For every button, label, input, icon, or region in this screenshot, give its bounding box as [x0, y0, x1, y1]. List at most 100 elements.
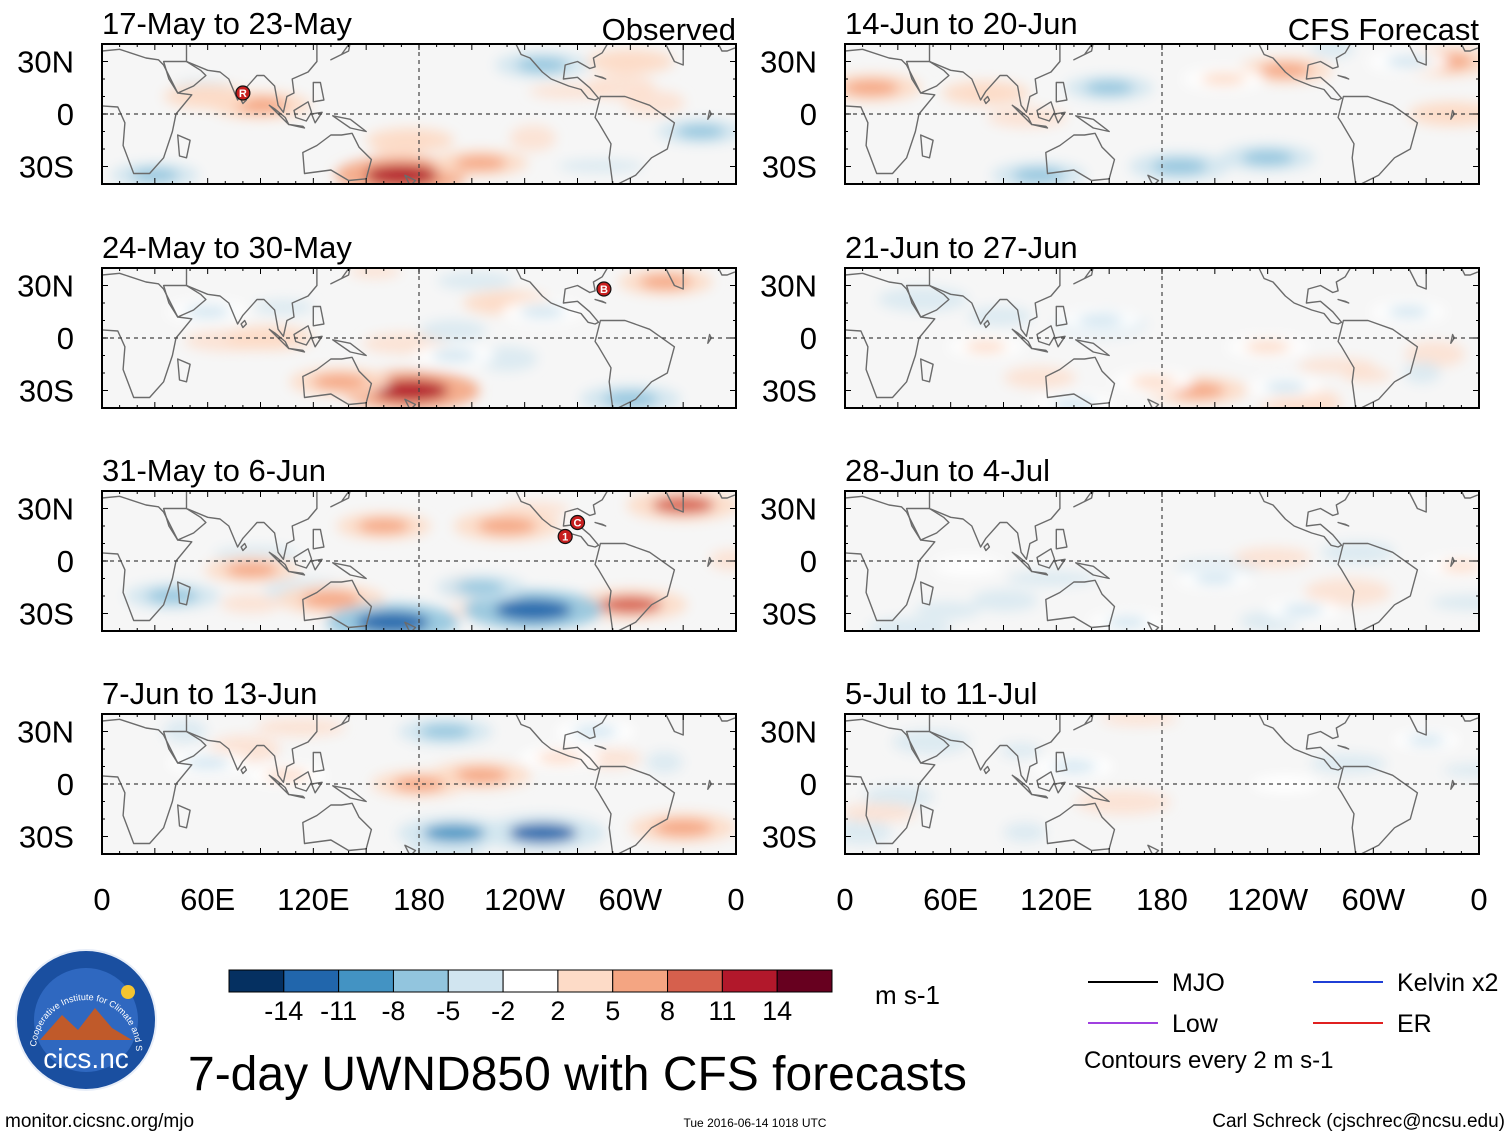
anomaly-core	[507, 823, 578, 843]
coastline	[293, 101, 313, 122]
colorbar-tick-label: -2	[491, 996, 515, 1026]
anomaly-speckle	[1000, 743, 1042, 759]
map-panel: 30N 0 30S 5-Jul to 11-Jul	[760, 676, 1480, 855]
anomaly-core	[676, 124, 725, 139]
anomaly-speckle	[1320, 541, 1396, 564]
y-tick-label: 0	[57, 767, 74, 802]
map-panel: 1C 30N 0 30S 31-May to 6-Jun	[17, 453, 737, 632]
footer-url: monitor.cicsnc.org/mjo	[5, 1111, 194, 1132]
anomaly-core	[602, 391, 659, 408]
coastline	[1055, 751, 1068, 773]
coastline	[594, 319, 676, 408]
anomaly-core	[1241, 150, 1294, 166]
colorbar-swatch	[721, 969, 778, 993]
anomaly-speckle	[1075, 789, 1171, 815]
y-tick-label: 30N	[760, 45, 817, 80]
coastline	[288, 793, 306, 799]
coastline	[312, 528, 325, 550]
anomaly-core	[1051, 760, 1097, 773]
mountain-icon	[40, 1008, 132, 1040]
y-tick-label: 30S	[762, 374, 817, 409]
x-tick-label: 120E	[277, 882, 349, 917]
anomaly-speckle	[845, 819, 892, 845]
map-panel: 30N 0 30S 28-Jun to 4-Jul	[760, 453, 1480, 632]
colorbar-swatch	[338, 969, 394, 993]
anomaly-core	[185, 305, 231, 319]
map-panel: 30N 0 30S 7-Jun to 13-Jun	[17, 676, 737, 855]
coastline	[302, 356, 373, 406]
anomaly-speckle	[877, 287, 969, 312]
anomaly-speckle	[1101, 714, 1178, 726]
coastline	[176, 358, 191, 383]
coastline	[1045, 356, 1116, 406]
anomaly-speckle	[220, 594, 282, 614]
anomaly-core	[1407, 734, 1446, 746]
x-tick-label: 180	[393, 882, 445, 917]
y-tick-label: 30S	[19, 150, 74, 185]
y-tick-label: 0	[800, 544, 817, 579]
anomaly-core	[371, 379, 449, 402]
coastline	[288, 123, 306, 129]
coastline	[185, 268, 318, 337]
coastline	[293, 325, 313, 346]
coastline	[1460, 714, 1479, 722]
anomaly-core	[1386, 55, 1431, 68]
colorbar-tick-label: 8	[660, 996, 675, 1026]
y-tick-label: 0	[800, 767, 817, 802]
coastline	[983, 765, 991, 775]
coastline	[1036, 771, 1056, 792]
coastline	[664, 714, 684, 736]
coastline	[707, 779, 712, 790]
y-tick-label: 30S	[19, 597, 74, 632]
y-tick-label: 0	[57, 321, 74, 356]
coastline	[1045, 802, 1116, 852]
panel-period-title: 24-May to 30-May	[102, 230, 352, 265]
anomaly-core	[1201, 72, 1247, 86]
anomaly-core	[301, 591, 361, 608]
x-tick-label: 180	[1136, 882, 1188, 917]
coastline	[594, 765, 676, 854]
anomaly-speckle	[1003, 366, 1076, 389]
storm-marker-icon	[569, 514, 586, 531]
anomaly-core	[130, 168, 180, 183]
legend: MJO Kelvin x2 Low ER	[1088, 969, 1498, 1038]
anomaly-core	[1440, 560, 1479, 573]
coastline	[1074, 115, 1110, 133]
legend-label: Kelvin x2	[1397, 969, 1498, 997]
coastline	[1337, 319, 1419, 408]
colorbar: -14 -11 -8 -5 -2 2 5 8 11 14	[228, 969, 833, 1026]
anomaly-speckle	[1431, 594, 1479, 611]
coastline	[707, 109, 712, 121]
anomaly-speckle	[646, 751, 683, 774]
anomaly-core	[185, 756, 231, 770]
coastline	[1450, 556, 1456, 567]
y-tick-label: 30S	[762, 820, 817, 855]
coastline	[983, 95, 991, 105]
coastline	[1460, 268, 1479, 276]
x-tick-label: 120W	[1227, 882, 1309, 917]
coastline	[594, 521, 607, 527]
map-panel: 30N 0 30S 21-Jun to 27-Jun	[760, 230, 1480, 409]
coastline	[330, 714, 351, 731]
anomaly-core	[312, 373, 368, 390]
anomaly-speckle	[1342, 367, 1392, 383]
coastline	[717, 714, 736, 722]
colorbar-tick-label: -11	[320, 996, 357, 1026]
coastline	[1074, 339, 1110, 357]
anomaly-core	[419, 724, 472, 739]
anomaly-speckle	[1310, 44, 1355, 59]
colorbar-tick-label: 2	[550, 996, 565, 1026]
anomaly-core	[393, 776, 445, 792]
sun-icon	[121, 985, 135, 999]
coastline	[1011, 774, 1033, 796]
coastline	[332, 562, 367, 580]
coastline	[515, 268, 609, 325]
coastline	[1100, 186, 1105, 191]
anomaly-core	[1264, 381, 1306, 393]
colorbar-tick-label: -8	[381, 996, 405, 1026]
coastline	[1036, 325, 1056, 346]
panel-source-label: Observed	[602, 12, 736, 47]
x-tick-label: 0	[836, 882, 853, 917]
y-tick-label: 30S	[19, 820, 74, 855]
anomaly-core	[1259, 62, 1312, 78]
